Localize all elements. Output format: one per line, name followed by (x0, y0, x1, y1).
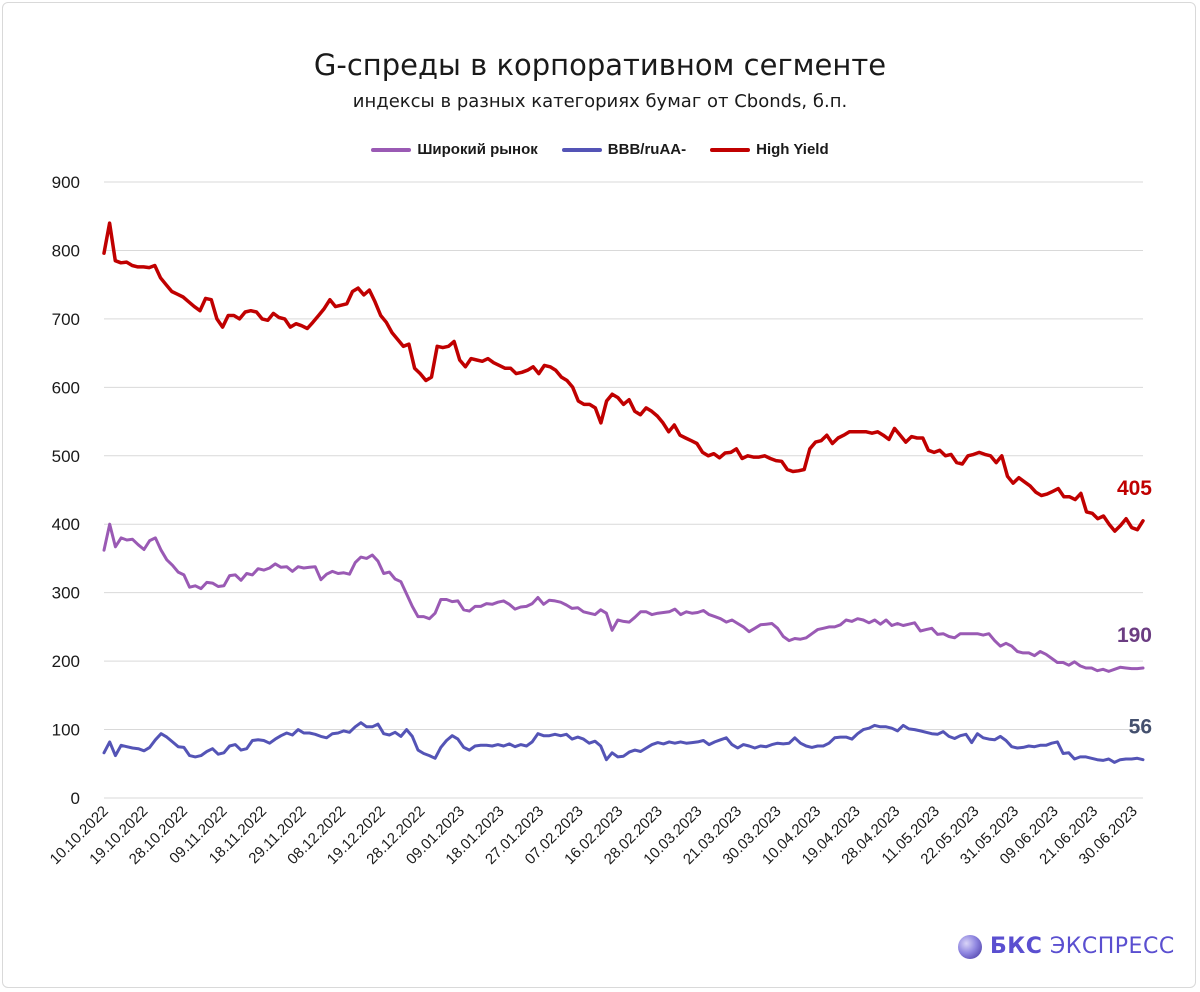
series-line-bbb (102, 721, 1145, 764)
legend-label-hy: High Yield (756, 141, 829, 158)
y-tick-label: 500 (52, 447, 80, 466)
legend-label-broad: Широкий рынок (417, 141, 538, 158)
x-axis: 10.10.202219.10.202228.10.202209.11.2022… (47, 803, 1141, 868)
y-tick-label: 300 (52, 584, 80, 603)
chart-title: G-спреды в корпоративном сегменте (313, 48, 887, 82)
bks-logo-icon (958, 934, 982, 959)
chart-subtitle: индексы в разных категориях бумаг от Cbo… (352, 91, 848, 112)
brand-name-rest: ЭКСПРЕСС (1049, 934, 1175, 959)
y-tick-label: 600 (52, 378, 80, 397)
legend-label-bbb: BBB/ruAA- (607, 141, 687, 158)
legend-item-hy: High Yield (710, 141, 829, 158)
y-tick-label: 0 (71, 789, 80, 808)
brand-logo: БКС ЭКСПРЕСС (958, 934, 1175, 959)
y-tick-label: 900 (52, 173, 80, 192)
end-value-label-bbb: 56 (1129, 716, 1152, 739)
brand-name-bold: БКС (990, 934, 1043, 959)
chart-legend: Широкий рынок BBB/ruAA- High Yield (0, 141, 1200, 158)
y-tick-label: 100 (52, 721, 80, 740)
y-tick-label: 400 (52, 515, 80, 534)
series-line-hy (102, 221, 1145, 533)
end-labels: 190 56 405 (1117, 477, 1152, 739)
gridlines (104, 181, 1143, 799)
y-tick-label: 200 (52, 652, 80, 671)
legend-swatch-broad (371, 147, 412, 152)
end-value-label-broad: 190 (1117, 624, 1152, 647)
series-lines (102, 221, 1145, 764)
series-line-broad (102, 522, 1145, 673)
y-tick-label: 800 (52, 241, 80, 260)
y-tick-label: 700 (52, 310, 80, 329)
brand-name: БКС ЭКСПРЕСС (990, 934, 1175, 959)
legend-item-bbb: BBB/ruAA- (561, 141, 687, 158)
y-axis: 0 100 200 300 400 500 600 700 800 900 (52, 173, 80, 808)
legend-item-broad: Широкий рынок (371, 141, 538, 158)
legend-swatch-hy (710, 147, 751, 152)
end-value-label-hy: 405 (1117, 477, 1152, 500)
legend-swatch-bbb (561, 147, 602, 152)
